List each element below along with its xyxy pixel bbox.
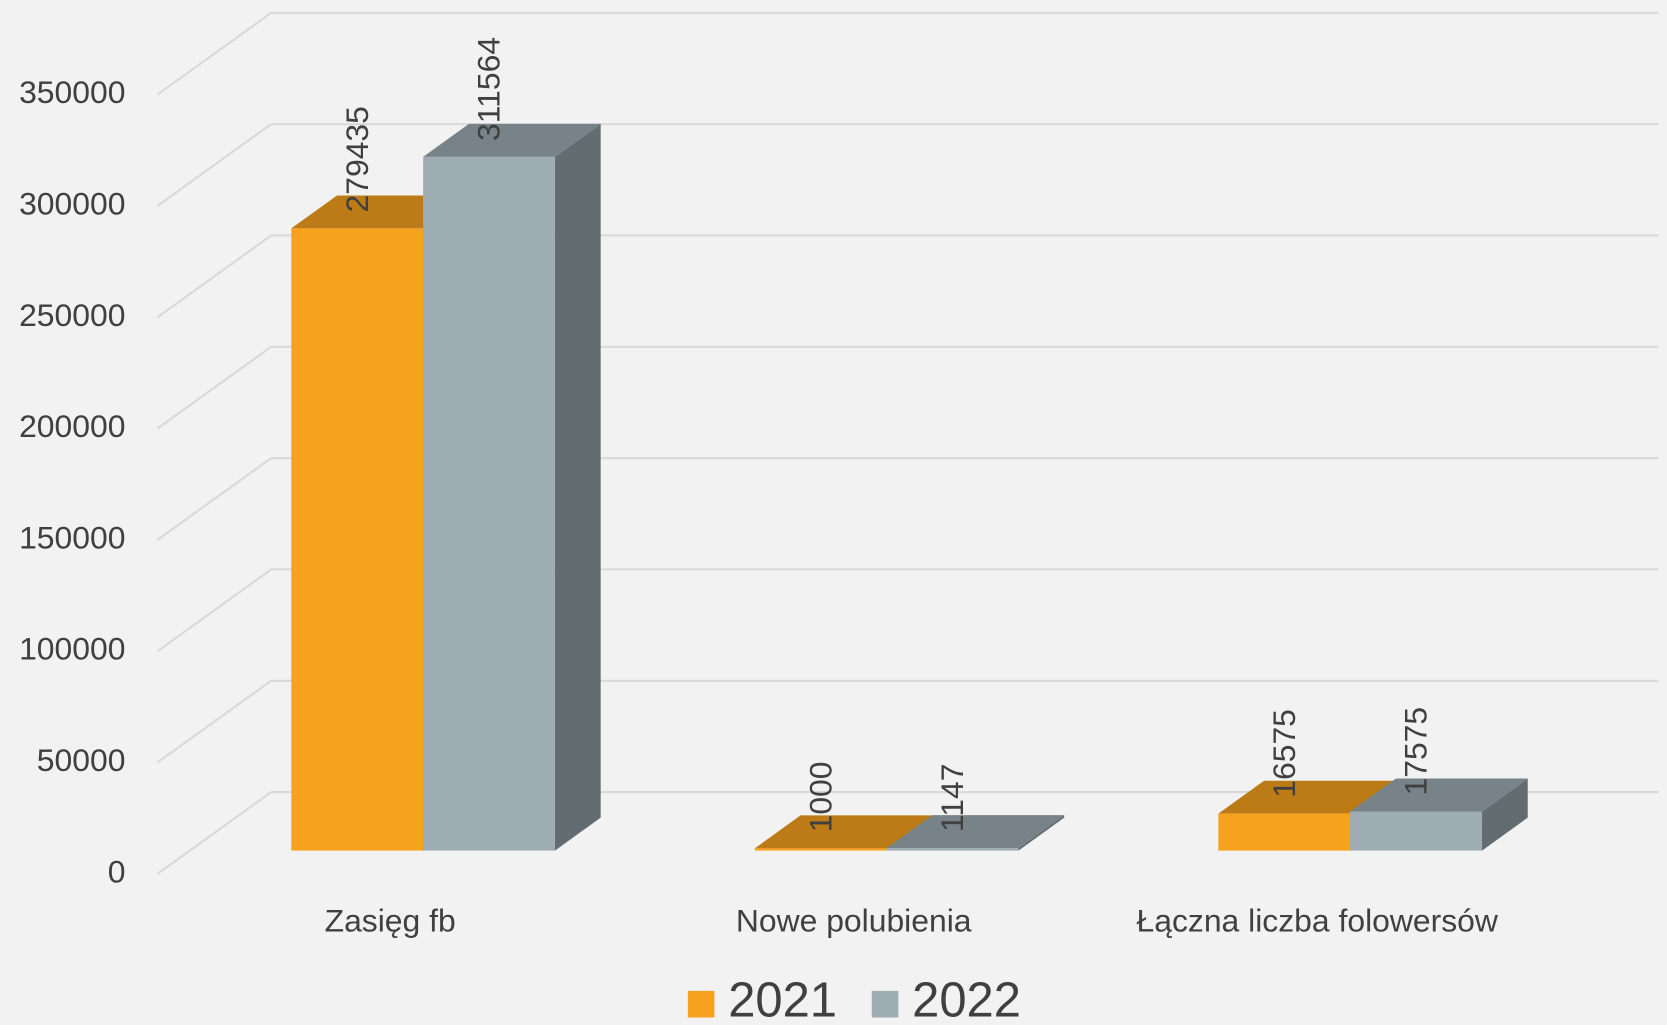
- bar-side: [1018, 815, 1065, 851]
- bar-top: [886, 815, 1065, 849]
- bar-top: [1218, 780, 1396, 814]
- x-tick-label: Łączna liczba folowersów: [1137, 902, 1499, 938]
- data-label: 16575: [1266, 709, 1302, 798]
- y-tick-label: 250000: [19, 297, 125, 333]
- grid-line-side: [156, 345, 272, 430]
- bar: [754, 848, 887, 851]
- grid-line-side: [156, 234, 272, 319]
- data-label: 279435: [339, 106, 375, 212]
- legend-swatch: [687, 990, 715, 1018]
- bar: [1350, 811, 1483, 851]
- data-label: 17575: [1398, 707, 1434, 796]
- y-tick-label: 50000: [37, 742, 126, 778]
- bar-side: [554, 123, 601, 851]
- legend-label: 2021: [728, 974, 837, 1025]
- grid-line-side: [156, 568, 272, 653]
- grid-line-side: [156, 791, 272, 875]
- bar: [423, 156, 555, 851]
- legend-swatch: [871, 990, 899, 1018]
- y-tick-label: 150000: [19, 519, 125, 555]
- bar-top: [754, 815, 933, 849]
- data-label: 1000: [802, 761, 838, 832]
- x-tick-label: Nowe polubienia: [736, 902, 972, 938]
- y-tick-label: 100000: [19, 631, 125, 667]
- bar: [291, 228, 424, 851]
- grid-line-side: [156, 11, 272, 96]
- bar: [886, 848, 1019, 851]
- data-label: 1147: [934, 764, 970, 833]
- legend-label: 2022: [912, 974, 1021, 1025]
- y-tick-label: 350000: [19, 74, 125, 110]
- data-label: 311564: [471, 37, 507, 141]
- bar-top: [423, 123, 601, 157]
- bar: [1218, 813, 1351, 851]
- bar-top: [1350, 778, 1528, 812]
- y-tick-label: 300000: [19, 185, 125, 221]
- y-tick-label: 200000: [19, 408, 125, 444]
- grid-line-side: [156, 457, 272, 541]
- y-tick-label: 0: [108, 853, 126, 889]
- grid-line-side: [156, 123, 272, 207]
- bar-side: [1482, 778, 1528, 851]
- grid-line-side: [156, 679, 272, 764]
- x-tick-label: Zasięg fb: [325, 902, 456, 938]
